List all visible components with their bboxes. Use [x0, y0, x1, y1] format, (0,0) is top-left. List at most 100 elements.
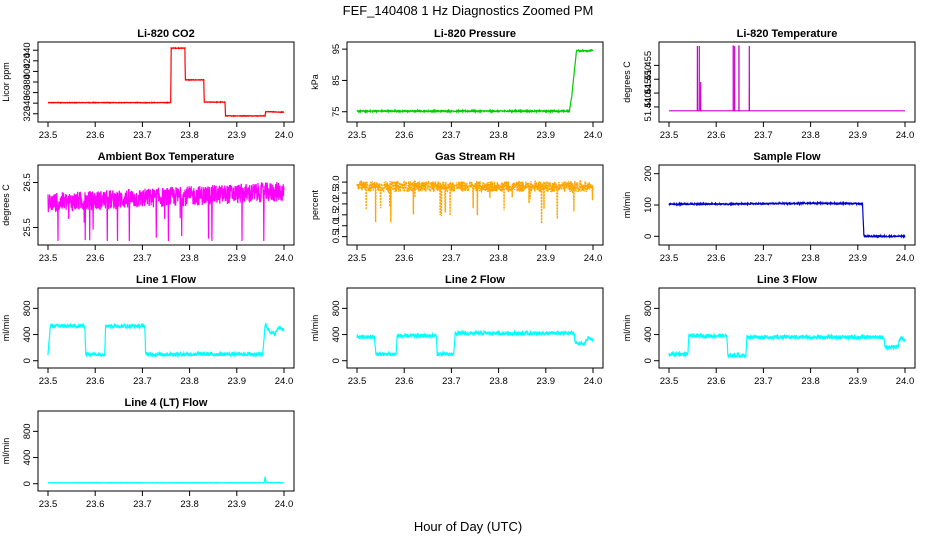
x-tick-label: 23.8: [801, 376, 820, 387]
y-tick-label: 0: [22, 481, 33, 486]
y-tick-label: 0: [331, 358, 342, 363]
panel-ylabel: degrees C: [622, 61, 632, 103]
x-tick-label: 23.6: [707, 253, 726, 264]
x-tick-label: 23.7: [754, 376, 773, 387]
y-tick-label: 400: [22, 63, 33, 79]
x-tick-label: 24.0: [275, 130, 294, 141]
x-tick-label: 24.0: [584, 376, 603, 387]
x-tick-label: 23.6: [86, 499, 105, 510]
x-tick-label: 23.5: [660, 130, 679, 141]
y-tick-label: 1.5: [331, 208, 342, 221]
x-tick-label: 23.6: [86, 253, 105, 264]
y-tick-label: 51.440: [643, 92, 654, 121]
panel-frame: [37, 410, 295, 492]
x-tick-label: 23.6: [86, 130, 105, 141]
x-tick-label: 23.7: [442, 376, 461, 387]
x-tick-label: 23.7: [442, 130, 461, 141]
x-tick-label: 23.9: [849, 376, 868, 387]
y-tick-label: 75: [331, 106, 342, 117]
panel-frame: [37, 287, 295, 369]
y-tick-label: 0.5: [331, 230, 342, 243]
x-tick-label: 24.0: [896, 376, 915, 387]
x-tick-label: 23.7: [754, 130, 773, 141]
x-tick-label: 24.0: [896, 130, 915, 141]
figure-xlabel: Hour of Day (UTC): [414, 519, 522, 534]
panel-ylabel: ml/min: [622, 192, 632, 219]
x-tick-label: 23.7: [442, 253, 461, 264]
x-tick-label: 23.8: [180, 130, 199, 141]
series-line: [669, 45, 905, 112]
x-tick-label: 23.8: [180, 376, 199, 387]
x-tick-label: 23.9: [537, 253, 556, 264]
y-tick-label: 1.0: [331, 219, 342, 232]
y-tick-label: 800: [331, 300, 342, 316]
x-tick-label: 23.5: [660, 376, 679, 387]
panel-9: Line 4 (LT) Flow ml/min 23.5 23.6 23.7 23.8 23…: [1, 397, 295, 510]
panel-frame: [658, 41, 916, 123]
panel-ylabel: kPa: [310, 74, 320, 90]
y-tick-label: 0: [643, 234, 654, 239]
panel-frame: [346, 287, 604, 369]
series-line: [356, 48, 594, 115]
x-tick-label: 23.8: [801, 130, 820, 141]
y-tick-label: 800: [643, 300, 654, 316]
x-tick-label: 23.5: [39, 376, 58, 387]
y-tick-label: 800: [22, 423, 33, 439]
panel-title: Li-820 Pressure: [434, 28, 516, 40]
y-tick-label: 420: [22, 53, 33, 69]
y-tick-label: 100: [643, 197, 654, 213]
panel-title: Li-820 CO2: [137, 28, 194, 40]
x-tick-label: 24.0: [275, 376, 294, 387]
y-tick-label: 3.0: [331, 175, 342, 188]
panel-2: Li-820 Temperature degrees C 23.5 23.6 23.7 2…: [622, 28, 916, 141]
x-tick-label: 23.9: [228, 499, 247, 510]
x-tick-label: 24.0: [584, 130, 603, 141]
panel-title: Li-820 Temperature: [737, 28, 838, 40]
panel-ylabel: ml/min: [1, 438, 11, 465]
panel-title: Sample Flow: [753, 151, 821, 163]
panel-title: Line 1 Flow: [136, 274, 196, 286]
panel-title: Line 3 Flow: [757, 274, 817, 286]
x-tick-label: 23.6: [395, 130, 414, 141]
x-tick-label: 23.9: [228, 253, 247, 264]
y-tick-label: 400: [22, 450, 33, 466]
y-tick-label: 0: [643, 358, 654, 363]
x-tick-label: 23.5: [348, 253, 367, 264]
panel-4: Gas Stream RH percent 23.5 23.6 23.7 23.8 23.9…: [310, 151, 604, 264]
series-line: [356, 179, 594, 224]
x-tick-label: 24.0: [275, 499, 294, 510]
series-line: [47, 322, 285, 359]
x-tick-label: 23.5: [39, 253, 58, 264]
y-tick-label: 85: [331, 75, 342, 86]
panel-title: Line 4 (LT) Flow: [125, 397, 208, 409]
x-tick-label: 23.9: [849, 253, 868, 264]
panel-3: Ambient Box Temperature degrees C 23.5 23.6…: [1, 151, 295, 264]
panel-ylabel: ml/min: [622, 315, 632, 342]
x-tick-label: 23.5: [348, 376, 367, 387]
figure-title: FEF_140408 1 Hz Diagnostics Zoomed PM: [343, 3, 594, 18]
x-tick-label: 23.7: [133, 130, 152, 141]
panel-frame: [658, 287, 916, 369]
x-tick-label: 23.7: [754, 253, 773, 264]
y-tick-label: 25.5: [22, 218, 33, 237]
x-tick-label: 23.6: [395, 376, 414, 387]
x-tick-label: 23.5: [39, 499, 58, 510]
panel-7: Line 2 Flow ml/min 23.5 23.6 23.7 23.8 23.9 24.…: [310, 274, 604, 387]
panel-ylabel: percent: [310, 189, 320, 220]
x-tick-label: 23.6: [395, 253, 414, 264]
x-tick-label: 24.0: [896, 253, 915, 264]
y-tick-label: 320: [22, 106, 33, 122]
panel-frame: [346, 164, 604, 246]
y-tick-label: 800: [22, 300, 33, 316]
series-line: [47, 46, 285, 118]
panel-6: Line 1 Flow ml/min 23.5 23.6 23.7 23.8 23.9 24.…: [1, 274, 295, 387]
panel-ylabel: ml/min: [1, 315, 11, 342]
x-tick-label: 23.7: [133, 499, 152, 510]
x-tick-label: 23.7: [133, 376, 152, 387]
x-tick-label: 23.5: [39, 130, 58, 141]
series-line: [356, 329, 594, 358]
x-tick-label: 23.8: [180, 499, 199, 510]
x-tick-label: 23.9: [849, 130, 868, 141]
y-tick-label: 0: [22, 358, 33, 363]
x-tick-label: 23.7: [133, 253, 152, 264]
